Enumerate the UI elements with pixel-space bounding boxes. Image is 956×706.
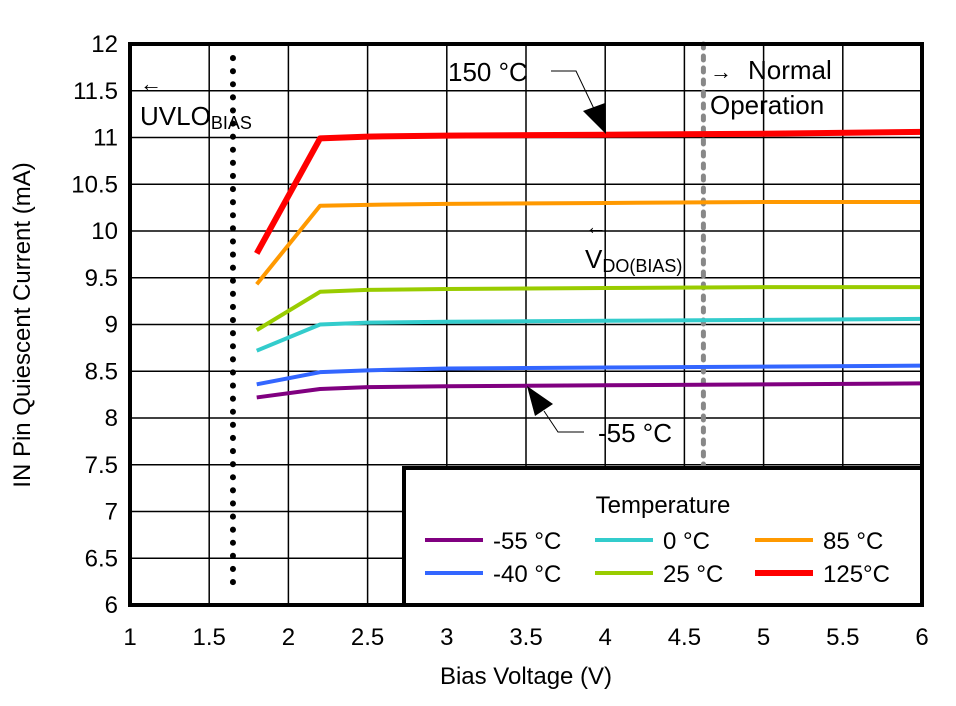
series-line-1 [256,381,923,400]
hot-pointer-line [551,70,597,114]
legend-label: -40 °C [493,561,561,588]
series-line-2 [256,363,923,387]
y-tick-label: 8 [105,405,118,432]
y-tick-label: 6.5 [85,545,118,572]
x-tick-label: 1.5 [193,624,226,651]
hot-pointer-arrowhead [583,103,606,134]
cold-annotation-label: -55 °C [598,418,672,448]
x-tick-label: 3.5 [509,624,542,651]
uvlo-label: UVLOBIAS [140,101,252,133]
y-tick-label: 9 [105,312,118,339]
y-tick-label: 10 [91,218,118,245]
cold-pointer-arrowhead [527,386,553,416]
hot-annotation-label: 150 °C [448,57,528,87]
y-tick-label: 7.5 [85,452,118,479]
y-tick-label: 8.5 [85,358,118,385]
x-tick-label: 2.5 [351,624,384,651]
legend: Temperature -55 °C 0 °C 85 °C -40 °C 25 °C 12… [402,466,924,607]
y-tick-labels: 6 6.5 7 7.5 8 8.5 9 9.5 10 10.5 11 11.5 12 [71,31,118,619]
x-tick-label: 3 [440,624,453,651]
normal-label-line1: Normal [748,55,832,85]
y-tick-label: 11 [93,125,118,152]
y-tick-label: 12 [91,31,118,58]
y-axis-label: IN Pin Quiescent Current (mA) [9,162,36,487]
y-tick-label: 6 [105,592,118,619]
x-tick-label: 2 [282,624,295,651]
x-tick-label: 5 [757,624,770,651]
uvlo-arrow: ← [140,71,162,96]
vdo-arrow: ← [585,214,607,239]
series-lines [254,128,923,400]
y-tick-label: 7 [105,499,118,526]
normal-label-line2: Operation [710,90,824,120]
legend-label: -55 °C [493,528,561,555]
normal-arrow: → [710,59,732,84]
cold-pointer-line [543,410,584,433]
series-line-3 [255,316,923,353]
x-tick-label: 1 [123,624,136,651]
legend-label: 0 °C [663,528,710,555]
series-line-6 [254,128,923,255]
series-line-4 [255,285,922,332]
x-tick-labels: 1 1.5 2 2.5 3 3.5 4 4.5 5 5.5 6 [123,624,928,651]
y-tick-label: 10.5 [71,171,118,198]
y-tick-label: 11.5 [73,78,118,105]
series-line-5 [255,200,922,286]
legend-title: Temperature [596,492,731,519]
legend-label: 85 °C [823,528,883,555]
x-tick-label: 4 [599,624,612,651]
vdo-label: VDO(BIAS) [585,244,682,276]
x-axis-label: Bias Voltage (V) [440,663,612,690]
y-tick-label: 9.5 [85,265,118,292]
x-tick-label: 4.5 [668,624,701,651]
x-tick-label: 5.5 [826,624,859,651]
legend-label: 25 °C [663,561,723,588]
x-tick-label: 6 [915,624,928,651]
legend-label: 125°C [823,561,890,588]
legend-box [402,466,924,607]
